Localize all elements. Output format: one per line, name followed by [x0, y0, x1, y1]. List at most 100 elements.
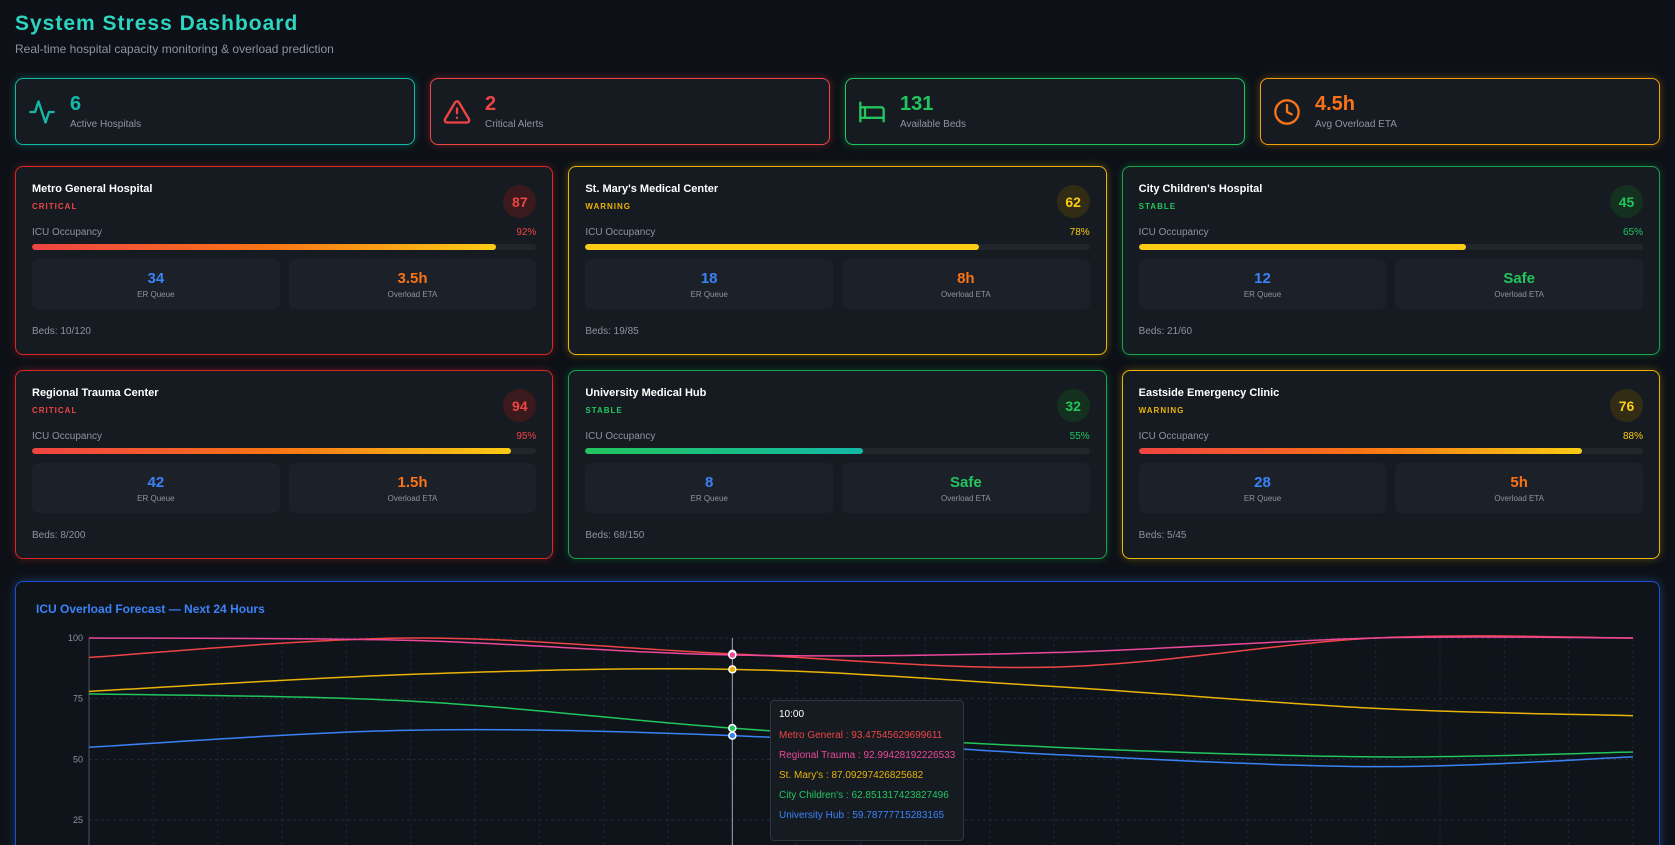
hospital-grid: Metro General Hospital CRITICAL 87 ICU O… — [15, 166, 1660, 559]
er-queue-label: ER Queue — [137, 493, 175, 503]
page-title: System Stress Dashboard — [15, 12, 299, 35]
status-badge: CRITICAL — [32, 406, 78, 415]
status-badge: WARNING — [1138, 406, 1185, 415]
icu-occupancy-label: ICU Occupancy — [585, 227, 656, 238]
overload-eta-value: 5h — [1510, 473, 1528, 491]
tooltip-row-metro-general: Metro General : 93.47545629699611 — [779, 730, 943, 741]
stat-label: Available Beds — [900, 119, 966, 130]
tooltip-row-regional-trauma: Regional Trauma : 92.99428192226533 — [779, 750, 956, 761]
stat-value: 131 — [900, 93, 934, 115]
icu-occupancy-value: 88% — [1622, 431, 1643, 442]
icu-occupancy-value: 65% — [1622, 227, 1643, 238]
icu-occupancy-label: ICU Occupancy — [1138, 227, 1209, 238]
y-tick-label: 50 — [73, 754, 83, 764]
icu-occupancy-bar — [32, 448, 537, 454]
status-badge: WARNING — [585, 202, 631, 211]
tooltip-row-st-marys: St. Mary's : 87.09297426825682 — [779, 770, 924, 781]
icu-occupancy-bar — [585, 244, 1090, 250]
stat-card-critical-alerts: 2 Critical Alerts — [430, 78, 830, 145]
hover-point — [728, 665, 737, 674]
overload-eta-value: 1.5h — [397, 473, 428, 491]
beds-count: Beds: 68/150 — [585, 530, 645, 541]
stat-value: 4.5h — [1315, 93, 1356, 115]
series-line-regional-trauma — [88, 636, 1634, 657]
er-queue-value: 42 — [147, 473, 165, 491]
er-queue-metric: 8 ER Queue — [585, 463, 833, 513]
icu-occupancy-bar-fill — [1138, 244, 1467, 250]
icu-occupancy-bar — [1138, 448, 1643, 454]
er-queue-metric: 12 ER Queue — [1138, 259, 1387, 309]
overload-eta-value: Safe — [1503, 269, 1535, 287]
er-queue-label: ER Queue — [1243, 289, 1282, 299]
stat-card-avg-overload-eta: 4.5h Avg Overload ETA — [1260, 78, 1660, 145]
hospital-name: Eastside Emergency Clinic — [1138, 387, 1280, 399]
hover-point — [728, 723, 737, 733]
alert-triangle-icon — [443, 98, 471, 126]
hover-point — [728, 650, 737, 660]
er-queue-value: 18 — [700, 269, 718, 287]
hospital-card[interactable]: St. Mary's Medical Center WARNING 62 ICU… — [568, 166, 1107, 355]
icu-occupancy-value: 95% — [516, 431, 537, 442]
stress-score: 45 — [1609, 185, 1643, 218]
hospital-card[interactable]: Eastside Emergency Clinic WARNING 76 ICU… — [1121, 370, 1660, 559]
er-queue-value: 12 — [1254, 269, 1271, 287]
er-queue-label: ER Queue — [137, 289, 175, 299]
hospital-name: City Children's Hospital — [1138, 183, 1263, 195]
tooltip-row-university-hub: University Hub : 59.78777715283165 — [779, 810, 945, 821]
icu-occupancy-row: ICU Occupancy 55% — [585, 431, 1089, 442]
icu-occupancy-label: ICU Occupancy — [32, 431, 103, 442]
page-subtitle: Real-time hospital capacity monitoring &… — [15, 42, 334, 56]
icu-occupancy-row: ICU Occupancy 78% — [585, 227, 1089, 238]
stress-score: 76 — [1609, 389, 1643, 422]
clock-icon — [1273, 98, 1301, 126]
stat-card-active-hospitals: 6 Active Hospitals — [15, 78, 415, 145]
hospital-name: Regional Trauma Center — [32, 387, 159, 399]
hospital-card[interactable]: University Medical Hub STABLE 32 ICU Occ… — [568, 370, 1107, 559]
y-tick-label: 25 — [73, 815, 83, 825]
stress-score: 94 — [503, 389, 537, 422]
er-queue-metric: 18 ER Queue — [585, 259, 833, 309]
beds-count: Beds: 10/120 — [32, 326, 91, 337]
y-tick-label: 75 — [73, 694, 83, 704]
series-line-st-mary-s — [88, 667, 1634, 717]
overload-eta-metric: 1.5h Overload ETA — [288, 463, 537, 513]
stress-score: 87 — [503, 185, 537, 218]
tooltip-time: 10:00 — [779, 709, 805, 720]
beds-count: Beds: 8/200 — [32, 530, 86, 541]
stat-label: Avg Overload ETA — [1315, 119, 1397, 130]
page-header: System Stress Dashboard Real-time hospit… — [15, 12, 334, 56]
hospital-name: Metro General Hospital — [32, 183, 153, 195]
hospital-card[interactable]: Metro General Hospital CRITICAL 87 ICU O… — [15, 166, 554, 355]
status-badge: STABLE — [1138, 202, 1177, 211]
overload-eta-label: Overload ETA — [941, 493, 991, 503]
er-queue-value: 28 — [1254, 473, 1271, 491]
icu-occupancy-bar-fill — [585, 244, 979, 250]
chart-tooltip: 10:00 Metro General : 93.47545629699611 … — [770, 700, 964, 841]
beds-count: Beds: 5/45 — [1138, 530, 1187, 541]
overload-eta-label: Overload ETA — [1494, 289, 1544, 299]
overload-eta-label: Overload ETA — [1494, 493, 1544, 503]
hospital-card[interactable]: Regional Trauma Center CRITICAL 94 ICU O… — [15, 370, 554, 559]
overload-eta-value: Safe — [949, 473, 982, 491]
icu-occupancy-bar-fill — [32, 244, 496, 250]
icu-occupancy-bar — [1138, 244, 1643, 250]
stress-score: 32 — [1056, 389, 1090, 422]
overload-eta-metric: 5h Overload ETA — [1395, 463, 1643, 513]
icu-occupancy-label: ICU Occupancy — [1138, 431, 1209, 442]
icu-occupancy-row: ICU Occupancy 92% — [32, 227, 536, 238]
er-queue-label: ER Queue — [1243, 493, 1282, 503]
y-tick-label: 100 — [68, 633, 83, 643]
er-queue-value: 8 — [704, 473, 714, 491]
overload-eta-label: Overload ETA — [387, 493, 438, 503]
hospital-card[interactable]: City Children's Hospital STABLE 45 ICU O… — [1121, 166, 1660, 355]
stat-label: Active Hospitals — [70, 119, 142, 130]
stat-card-available-beds: 131 Available Beds — [845, 78, 1245, 145]
icu-occupancy-value: 55% — [1069, 431, 1090, 442]
er-queue-label: ER Queue — [690, 493, 728, 503]
icu-occupancy-bar-fill — [1138, 448, 1583, 454]
beds-count: Beds: 21/60 — [1138, 326, 1193, 337]
icu-occupancy-row: ICU Occupancy 88% — [1139, 431, 1643, 442]
overload-eta-metric: Safe Overload ETA — [842, 463, 1090, 513]
icu-occupancy-bar — [32, 244, 537, 250]
